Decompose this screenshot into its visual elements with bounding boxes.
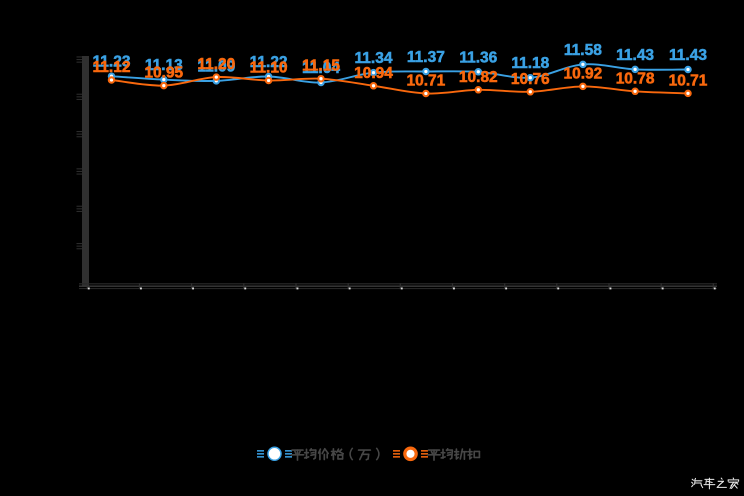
svg-text:10.82: 10.82	[459, 69, 498, 86]
svg-text:11.10: 11.10	[250, 60, 288, 77]
svg-text:10.78: 10.78	[616, 70, 655, 87]
svg-text:11.18: 11.18	[511, 55, 549, 72]
svg-text:10.94: 10.94	[354, 65, 393, 82]
svg-text:11.36: 11.36	[459, 49, 497, 66]
svg-text:10.76: 10.76	[511, 71, 550, 88]
svg-text:11.22: 11.22	[250, 54, 288, 71]
svg-text:10.95: 10.95	[144, 65, 183, 82]
svg-text:11.58: 11.58	[564, 42, 602, 59]
svg-text:11.37: 11.37	[407, 49, 445, 66]
svg-text:11.12: 11.12	[93, 59, 131, 76]
svg-text:11.04: 11.04	[302, 60, 340, 77]
svg-text:11.15: 11.15	[302, 58, 340, 75]
svg-text:11.09: 11.09	[197, 58, 235, 75]
svg-text:11.20: 11.20	[197, 56, 235, 73]
svg-text:10.92: 10.92	[564, 65, 603, 82]
svg-text:11.34: 11.34	[355, 50, 393, 67]
svg-text:11.23: 11.23	[93, 54, 131, 71]
svg-text:11.13: 11.13	[145, 57, 183, 74]
svg-text:10.71: 10.71	[669, 72, 708, 89]
svg-text:10.71: 10.71	[407, 73, 446, 90]
svg-text:11.43: 11.43	[669, 47, 707, 64]
svg-text:11.43: 11.43	[616, 47, 654, 64]
